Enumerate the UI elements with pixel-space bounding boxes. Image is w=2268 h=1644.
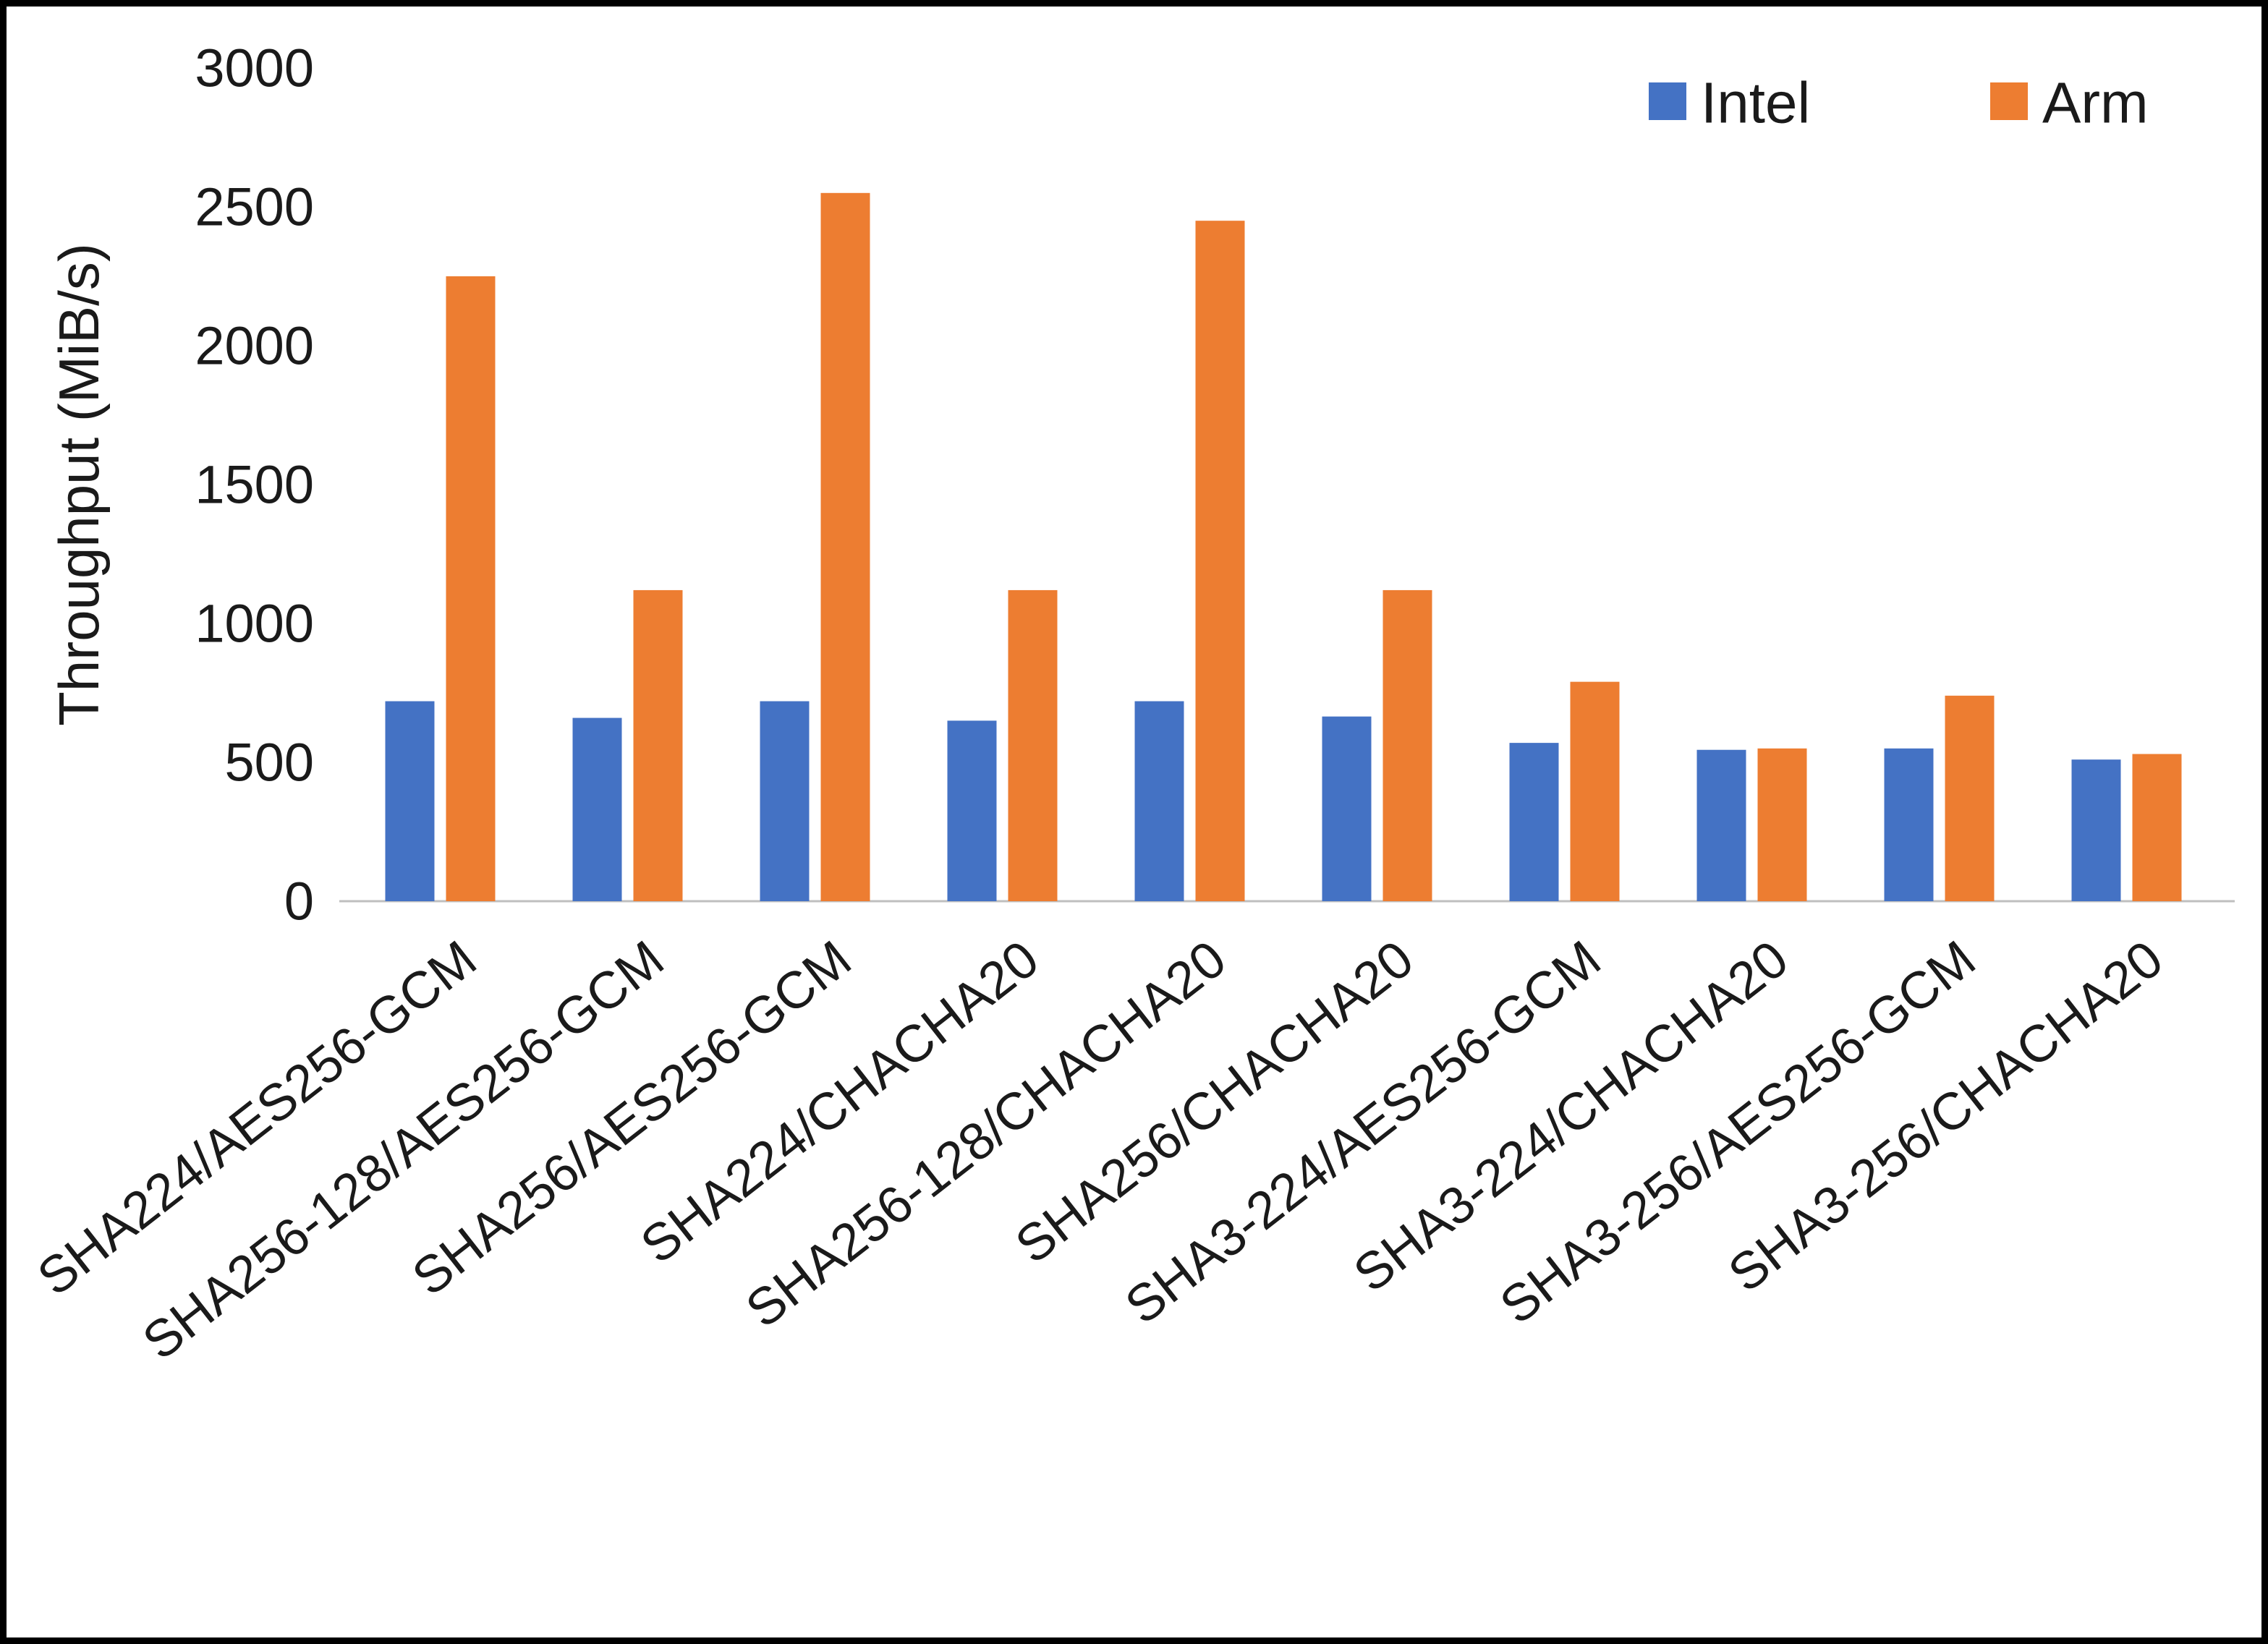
legend-swatch-arm <box>1990 82 2028 120</box>
bar-intel-5 <box>1322 716 1372 901</box>
y-tick-label: 500 <box>225 733 314 793</box>
bar-intel-8 <box>1884 748 1934 901</box>
bar-intel-9 <box>2071 759 2121 901</box>
bar-arm-3 <box>1008 589 1058 901</box>
bar-arm-0 <box>446 276 496 901</box>
y-tick-label: 0 <box>284 872 314 932</box>
legend-label-intel: Intel <box>1701 71 1810 135</box>
y-tick-label: 3000 <box>195 38 314 98</box>
y-tick-label: 2500 <box>195 177 314 237</box>
y-tick-label: 1000 <box>195 594 314 654</box>
bar-intel-2 <box>760 701 810 901</box>
legend-swatch-intel <box>1649 82 1686 120</box>
bar-intel-1 <box>572 717 622 901</box>
bar-intel-7 <box>1696 749 1746 901</box>
bar-arm-5 <box>1383 589 1432 901</box>
bar-intel-0 <box>385 701 435 901</box>
y-axis-title: Throughput (MiB/s) <box>47 243 111 726</box>
y-tick-label: 2000 <box>195 316 314 376</box>
bar-intel-3 <box>947 720 997 901</box>
bar-intel-6 <box>1509 743 1559 901</box>
bar-arm-4 <box>1195 221 1245 901</box>
bar-arm-1 <box>633 589 683 901</box>
bar-arm-7 <box>1757 748 1807 901</box>
y-tick-label: 1500 <box>195 455 314 515</box>
bar-arm-9 <box>2132 754 2182 901</box>
legend-label-arm: Arm <box>2042 71 2149 135</box>
chart-svg: 0 500 1000 1500 2000 2500 3000 Throughput (MiB/… <box>27 38 2235 1371</box>
bar-intel-4 <box>1134 701 1184 901</box>
bar-arm-6 <box>1570 681 1620 901</box>
bar-arm-8 <box>1945 695 1995 901</box>
bar-arm-2 <box>820 192 870 901</box>
